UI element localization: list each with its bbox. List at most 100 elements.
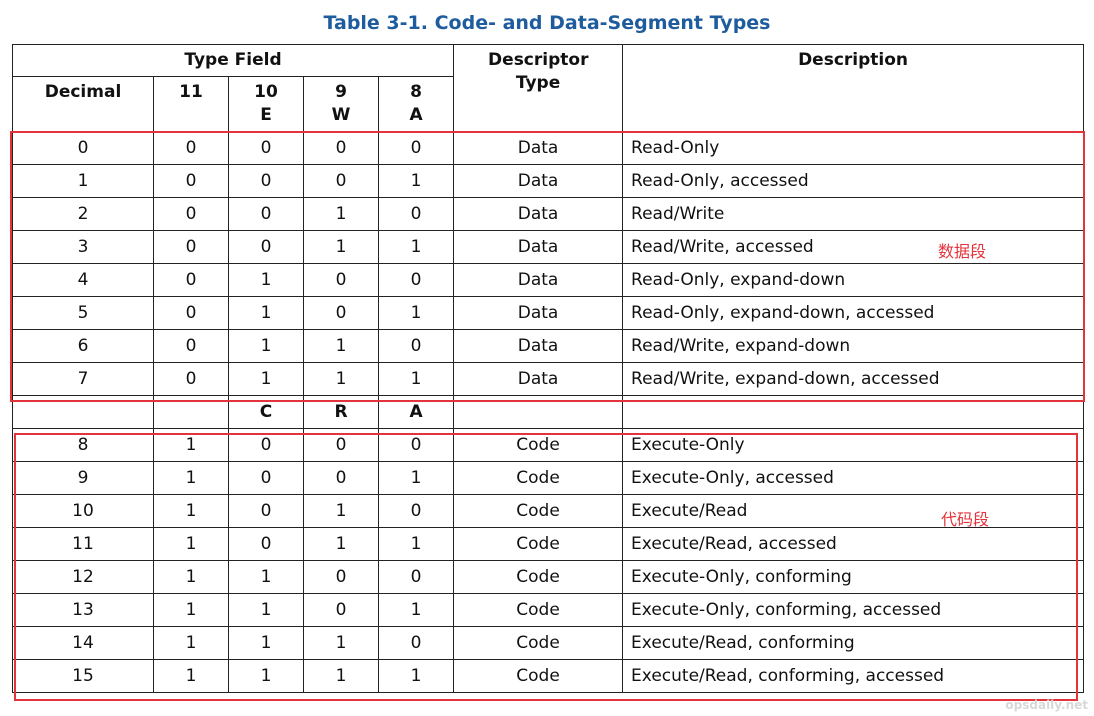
descriptor-type-cell: Code	[453, 527, 624, 561]
bit8-cell: 1	[377, 164, 455, 198]
table-row: 10 1 0 1 0 Code Execute/Read	[12, 494, 1085, 528]
code-flags-row: C R A	[12, 395, 1085, 429]
decimal-cell: 2	[12, 197, 154, 231]
description-cell: Read/Write, expand-down	[622, 329, 1085, 363]
decimal-cell: 14	[12, 626, 154, 660]
bit9-cell: 0	[303, 593, 379, 627]
description-cell: Execute/Read	[622, 494, 1085, 528]
descriptor-type-header: Descriptor Type	[453, 44, 624, 132]
bit10-cell: 1	[228, 329, 304, 363]
table-row: 15 1 1 1 1 Code Execute/Read, conforming, acce…	[12, 659, 1085, 693]
descriptor-type-cell: Code	[453, 593, 624, 627]
bit8-flag: A	[409, 105, 423, 125]
bit10-cell: 0	[228, 164, 304, 198]
bit9-cell: 1	[303, 527, 379, 561]
decimal-cell: 0	[12, 131, 154, 165]
description-cell: Execute/Read, accessed	[622, 527, 1085, 561]
description-cell: Read/Write	[622, 197, 1085, 231]
bit10-cell: 1	[228, 560, 304, 594]
bit10-cell: 0	[228, 527, 304, 561]
decimal-cell: 7	[12, 362, 154, 396]
bit9-cell: 0	[303, 428, 379, 462]
code-flag-c: C	[228, 395, 304, 429]
bit9-cell: 0	[303, 131, 379, 165]
bit9-cell: 1	[303, 329, 379, 363]
bit11-cell: 1	[153, 494, 229, 528]
bit8-cell: 0	[377, 197, 455, 231]
bit10-header: 10 E	[228, 76, 304, 132]
bit10-number: 10	[254, 82, 278, 102]
bit8-cell: 1	[377, 461, 455, 495]
description-cell: Execute-Only, accessed	[622, 461, 1085, 495]
decimal-cell: 12	[12, 560, 154, 594]
bit9-cell: 1	[303, 362, 379, 396]
description-cell: Execute/Read, conforming	[622, 626, 1085, 660]
bit8-cell: 0	[377, 131, 455, 165]
bit11-cell: 0	[153, 296, 229, 330]
decimal-cell: 10	[12, 494, 154, 528]
bit10-cell: 0	[228, 197, 304, 231]
description-cell: Read-Only, accessed	[622, 164, 1085, 198]
data-segment-rows: 0 0 0 0 0 Data Read-Only 1 0 0 0 1 Data Read-Only, ac…	[12, 131, 1085, 396]
decimal-cell: 8	[12, 428, 154, 462]
descriptor-type-cell: Data	[453, 131, 624, 165]
descriptor-type-cell: Data	[453, 197, 624, 231]
bit11-cell: 0	[153, 131, 229, 165]
description-cell: Execute-Only	[622, 428, 1085, 462]
decimal-cell: 6	[12, 329, 154, 363]
table-row: 5 0 1 0 1 Data Read-Only, expand-down, accesse…	[12, 296, 1085, 330]
type-field-header: Type Field	[11, 44, 455, 77]
bit10-cell: 0	[228, 131, 304, 165]
bit10-cell: 0	[228, 428, 304, 462]
bit10-cell: 0	[228, 461, 304, 495]
decimal-cell: 11	[12, 527, 154, 561]
bit10-cell: 1	[228, 296, 304, 330]
bit8-cell: 1	[377, 296, 455, 330]
bit9-cell: 0	[303, 263, 379, 297]
descriptor-type-cell: Code	[453, 560, 624, 594]
bit10-cell: 0	[228, 494, 304, 528]
table-row: 7 0 1 1 1 Data Read/Write, expand-down, access…	[12, 362, 1085, 396]
bit11-cell: 0	[153, 263, 229, 297]
decimal-header: Decimal	[12, 76, 154, 132]
descriptor-type-cell: Data	[453, 263, 624, 297]
table-row: 1 0 0 0 1 Data Read-Only, accessed	[12, 164, 1085, 198]
table-row: 6 0 1 1 0 Data Read/Write, expand-down	[12, 329, 1085, 363]
segment-types-table: Type Field Descriptor Type Description D…	[11, 44, 1085, 693]
watermark: opsdaily.net	[1005, 698, 1088, 712]
descriptor-type-cell: Code	[453, 461, 624, 495]
description-header: Description	[622, 44, 1085, 132]
bit11-cell: 1	[153, 461, 229, 495]
table-row: 3 0 0 1 1 Data Read/Write, accessed	[12, 230, 1085, 264]
decimal-cell: 9	[12, 461, 154, 495]
descriptor-type-cell: Data	[453, 362, 624, 396]
decimal-cell: 5	[12, 296, 154, 330]
decimal-cell: 3	[12, 230, 154, 264]
code-flags-row-group: C R A	[12, 395, 1085, 429]
description-cell: Read-Only, expand-down	[622, 263, 1085, 297]
bit11-header: 11	[153, 76, 229, 132]
bit8-cell: 1	[377, 362, 455, 396]
description-cell: Execute-Only, conforming	[622, 560, 1085, 594]
bit8-number: 8	[410, 82, 422, 102]
table-row: 13 1 1 0 1 Code Execute-Only, conforming, acce…	[12, 593, 1085, 627]
decimal-cell: 1	[12, 164, 154, 198]
table-row: 2 0 0 1 0 Data Read/Write	[12, 197, 1085, 231]
description-cell: Execute-Only, conforming, accessed	[622, 593, 1085, 627]
descriptor-type-cell: Data	[453, 164, 624, 198]
bit8-cell: 1	[377, 230, 455, 264]
bit10-cell: 1	[228, 263, 304, 297]
decimal-cell: 15	[12, 659, 154, 693]
bit9-cell: 0	[303, 560, 379, 594]
descriptor-type-cell: Code	[453, 659, 624, 693]
bit10-cell: 1	[228, 593, 304, 627]
decimal-cell: 13	[12, 593, 154, 627]
table-row: 9 1 0 0 1 Code Execute-Only, accessed	[12, 461, 1085, 495]
bit11-cell: 1	[153, 527, 229, 561]
description-cell: Read-Only, expand-down, accessed	[622, 296, 1085, 330]
code-segment-label: 代码段	[941, 510, 990, 529]
bit8-cell: 0	[377, 263, 455, 297]
bit9-cell: 1	[303, 494, 379, 528]
bit11-cell: 1	[153, 560, 229, 594]
